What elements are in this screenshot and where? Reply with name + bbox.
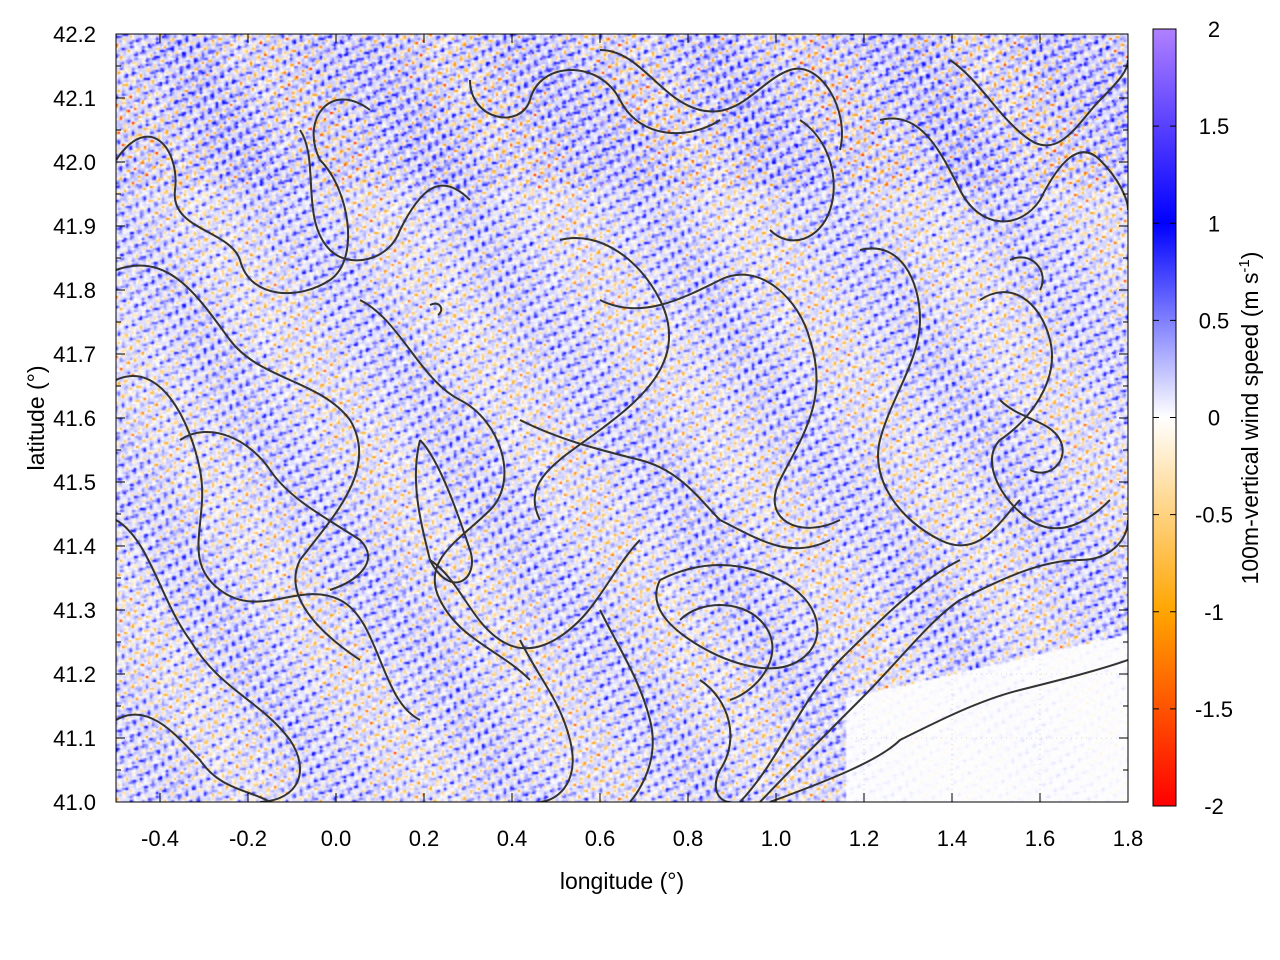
colorbar-title-exponent: -1 — [1236, 259, 1253, 272]
contour-line — [859, 247, 1021, 547]
contour-line — [116, 713, 271, 802]
contour-line — [359, 299, 531, 681]
contour-line — [979, 291, 1111, 530]
contour-line — [699, 679, 732, 802]
contour-line — [599, 273, 841, 529]
colorbar-tick-label: 1.5 — [1199, 114, 1230, 139]
y-tick-label: 42.1 — [53, 86, 96, 111]
x-axis-title: longitude (°) — [560, 868, 684, 894]
y-tick-label: 41.6 — [53, 406, 96, 431]
x-tick-label: 0.2 — [409, 826, 440, 851]
contour-line — [949, 59, 1128, 147]
x-tick-label: 1.8 — [1113, 826, 1144, 851]
contour-line — [599, 609, 654, 802]
contour-line — [769, 119, 835, 242]
colorbar-title-suffix: ) — [1237, 252, 1263, 260]
contour-line — [179, 430, 370, 591]
contour-line — [429, 539, 641, 650]
colorbar-tick-label: -1 — [1204, 600, 1224, 625]
contour-line — [599, 49, 843, 151]
x-tick-label: 0.8 — [673, 826, 704, 851]
contour-line — [429, 302, 443, 316]
y-tick-label: 41.9 — [53, 214, 96, 239]
contour-line — [739, 559, 961, 802]
contour-line — [519, 639, 574, 802]
contour-line — [299, 129, 471, 262]
x-axis-ticks: -0.4 -0.2 0.0 0.2 0.4 0.6 0.8 1.0 1.2 1.4 1.6 1.8 — [141, 34, 1143, 851]
contour-line — [519, 419, 831, 550]
x-tick-label: 0.6 — [585, 826, 616, 851]
x-tick-label: 1.2 — [849, 826, 880, 851]
contour-line — [414, 439, 473, 584]
colorbar-tick-label: 0.5 — [1199, 308, 1230, 333]
y-tick-label: 41.5 — [53, 470, 96, 495]
y-tick-label: 41.1 — [53, 726, 96, 751]
x-tick-label: 0.4 — [497, 826, 528, 851]
colorbar-tick-label: 1 — [1208, 211, 1220, 236]
plot-area: -0.4 -0.2 0.0 0.2 0.4 0.6 0.8 1.0 1.2 1.4 1.6 1.8 4… — [53, 22, 1143, 851]
contour-line — [679, 604, 774, 701]
contour-line — [999, 399, 1064, 474]
x-tick-label: -0.4 — [141, 826, 179, 851]
contour-line — [1009, 256, 1044, 291]
colorbar-tick-label: -2 — [1204, 794, 1224, 819]
x-tick-label: 1.0 — [761, 826, 792, 851]
colorbar-ticks: -2 -1.5 -1 -0.5 0 0.5 1 1.5 2 — [1153, 17, 1233, 819]
contour-line — [116, 375, 421, 721]
colorbar-title-main: 100m-vertical wind speed (m s — [1237, 273, 1263, 585]
contour-line — [769, 659, 1128, 802]
y-axis-title: latitude (°) — [23, 365, 49, 470]
y-tick-label: 41.2 — [53, 662, 96, 687]
contour-line — [116, 98, 371, 295]
colorbar: -2 -1.5 -1 -0.5 0 0.5 1 1.5 2 — [1152, 17, 1233, 819]
y-tick-label: 41.7 — [53, 342, 96, 367]
colorbar-title: 100m-vertical wind speed (m s-1) — [1236, 252, 1263, 585]
y-tick-label: 42.2 — [53, 22, 96, 47]
colorbar-tick-label: 2 — [1208, 17, 1220, 42]
contour-line — [879, 117, 1128, 223]
contour-line — [469, 69, 721, 135]
x-tick-label: -0.2 — [229, 826, 267, 851]
x-tick-label: 0.0 — [321, 826, 352, 851]
x-tick-label: 1.6 — [1025, 826, 1056, 851]
colorbar-tick-label: -1.5 — [1195, 697, 1233, 722]
terrain-contours — [116, 49, 1128, 802]
y-tick-label: 41.4 — [53, 534, 96, 559]
contour-line — [116, 519, 301, 802]
x-tick-label: 1.4 — [937, 826, 968, 851]
contour-line — [533, 237, 671, 521]
y-tick-label: 41.0 — [53, 790, 96, 815]
y-tick-label: 42.0 — [53, 150, 96, 175]
contour-line — [655, 564, 819, 670]
contour-line — [759, 519, 1128, 802]
colorbar-tick-label: 0 — [1208, 406, 1220, 431]
colorbar-tick-label: -0.5 — [1195, 503, 1233, 528]
y-tick-label: 41.8 — [53, 278, 96, 303]
y-axis-ticks: 41.0 41.1 41.2 41.3 41.4 41.5 41.6 41.7 41.8 41.9… — [53, 22, 1128, 815]
y-tick-label: 41.3 — [53, 598, 96, 623]
